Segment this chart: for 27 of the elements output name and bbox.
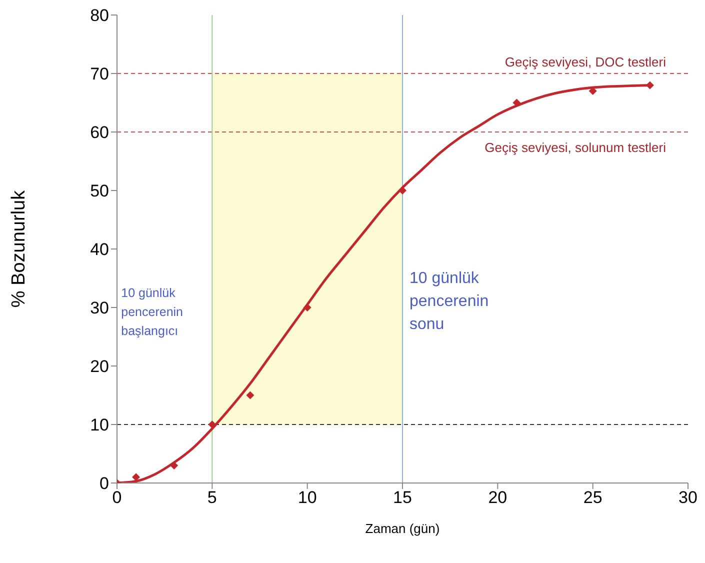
ref-line-label: Geçiş seviyesi, DOC testleri (504, 54, 666, 70)
y-tick-label: 50 (90, 182, 109, 201)
x-tick-label: 10 (298, 488, 317, 508)
point (303, 304, 312, 312)
point (246, 391, 254, 400)
point (646, 81, 654, 90)
y-tick-label: 80 (90, 6, 109, 26)
y-tick-label: 10 (90, 416, 109, 435)
x-axis-title: Zaman (gün) (365, 521, 440, 536)
point (132, 473, 140, 482)
y-tick-label: 40 (90, 240, 109, 260)
ref-line-label: 10 günlük pencerenin başlangıcı (121, 286, 184, 338)
ref-line-label: 10 günlük pencerenin sonu (410, 270, 489, 333)
y-axis-title: % Bozunurluk (8, 190, 30, 308)
y-tick-label: 20 (90, 357, 109, 376)
x-tick-label: 20 (488, 488, 508, 508)
point (208, 420, 216, 428)
ref-line-label: Geçiş seviyesi, solunum testleri (484, 140, 666, 155)
y-tick-label: 60 (90, 123, 109, 142)
x-tick-label: 0 (112, 488, 122, 508)
x-tick-label: 5 (207, 488, 217, 508)
x-tick-label: 25 (583, 488, 602, 508)
y-tick-label: 30 (90, 298, 109, 318)
x-tick-label: 30 (678, 488, 698, 508)
x-tick-label: 15 (393, 488, 412, 508)
y-tick-label: 0 (100, 474, 109, 494)
y-tick-label: 70 (90, 64, 109, 84)
